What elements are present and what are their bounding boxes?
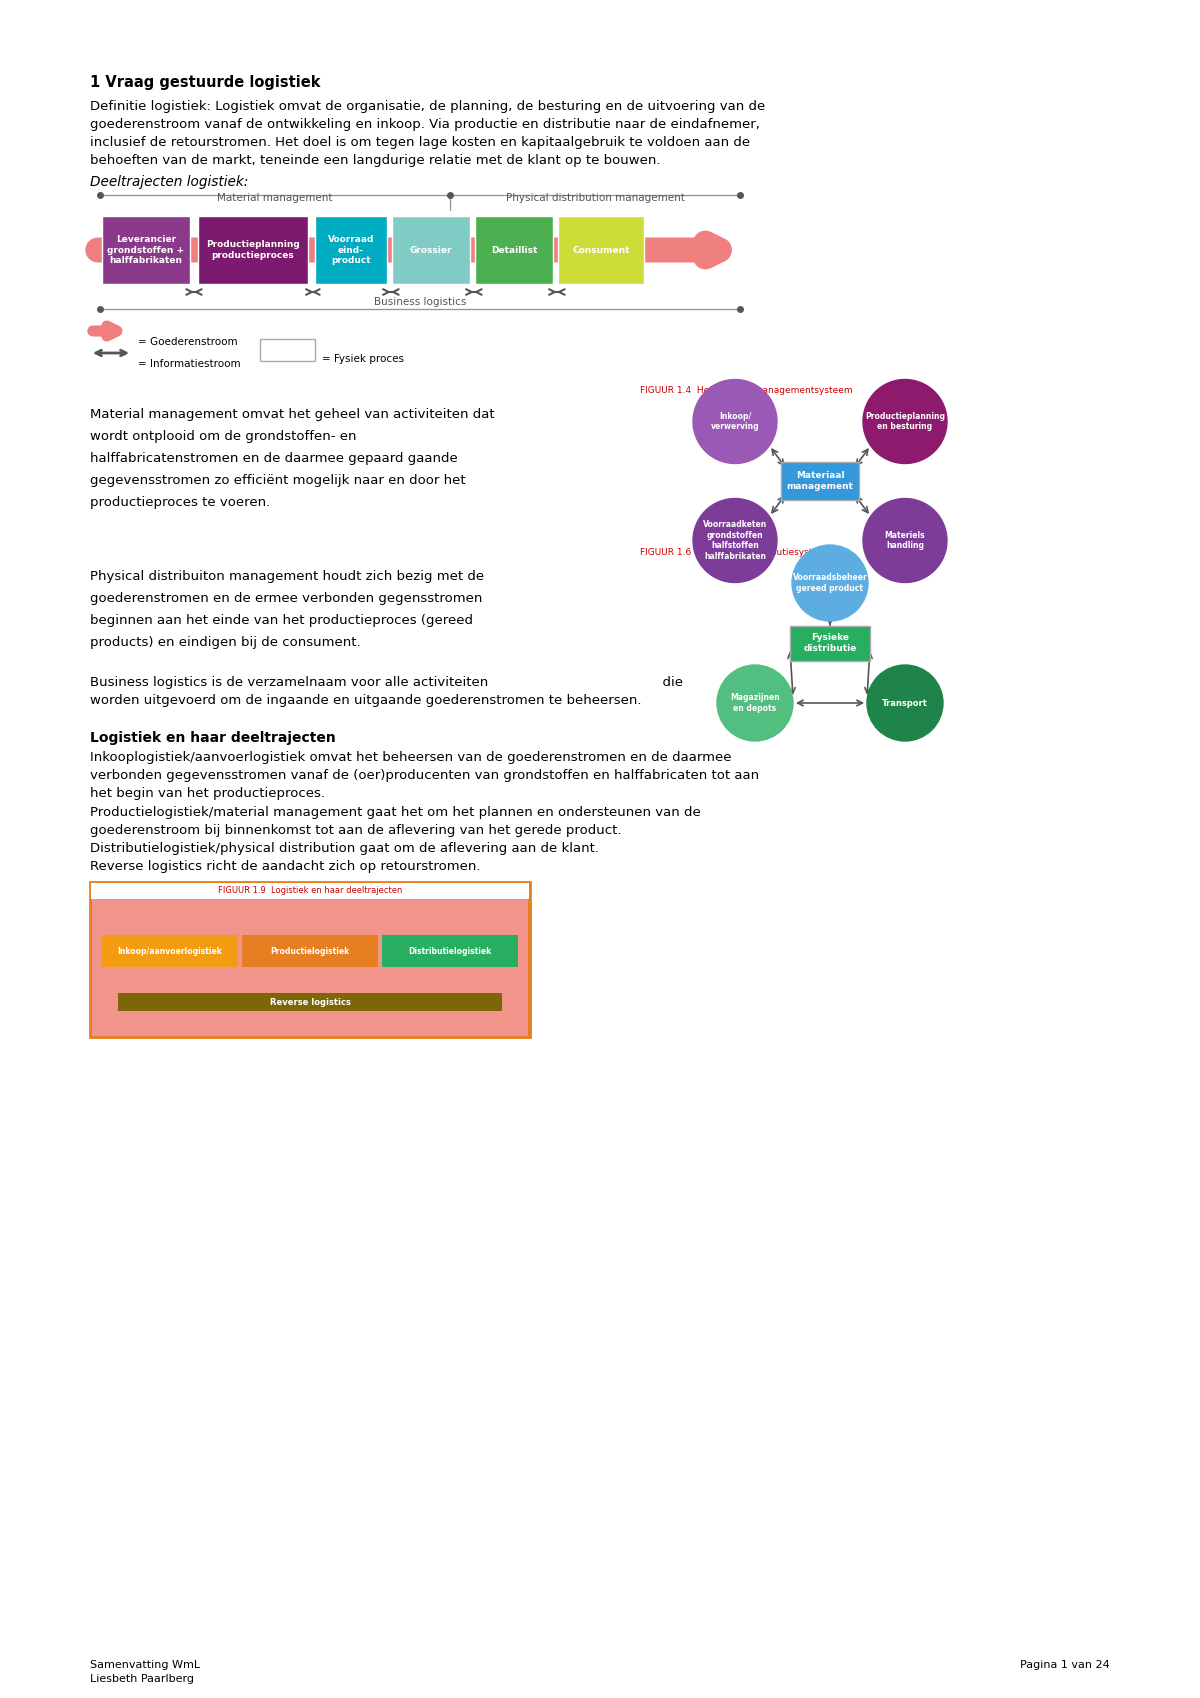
Text: FIGUUR 1.6  Het fysiekedistributiesysteem: FIGUUR 1.6 Het fysiekedistributiesysteem [640,548,833,557]
Text: Consument: Consument [572,246,630,255]
FancyBboxPatch shape [790,625,870,661]
Text: Integrale goederenstroombesturing: Integrale goederenstroombesturing [229,924,391,932]
Text: Materiels
handling: Materiels handling [884,531,925,550]
FancyBboxPatch shape [314,216,386,284]
FancyBboxPatch shape [260,340,314,362]
Text: products) en eindigen bij de consument.: products) en eindigen bij de consument. [90,637,361,649]
FancyBboxPatch shape [92,898,528,1036]
Text: goederenstroom vanaf de ontwikkeling en inkoop. Via productie en distributie naa: goederenstroom vanaf de ontwikkeling en … [90,117,760,131]
Circle shape [694,499,778,582]
Text: Fysieke
distributie: Fysieke distributie [803,633,857,652]
Text: goederenstromen en de ermee verbonden gegensstromen: goederenstromen en de ermee verbonden ge… [90,593,482,604]
Text: Logistiek en haar deeltrajecten: Logistiek en haar deeltrajecten [90,732,336,745]
Text: Voorraad
eind-
product: Voorraad eind- product [328,234,374,265]
Text: Materiaal
management: Materiaal management [786,472,853,491]
FancyBboxPatch shape [102,216,190,284]
FancyBboxPatch shape [382,936,518,966]
Text: Definitie logistiek: Logistiek omvat de organisatie, de planning, de besturing e: Definitie logistiek: Logistiek omvat de … [90,100,766,114]
Text: Samenvatting WmL: Samenvatting WmL [90,1661,200,1671]
Circle shape [866,666,943,740]
Text: FIGUUR 1.9  Logistiek en haar deeltrajecten: FIGUUR 1.9 Logistiek en haar deeltraject… [218,885,402,895]
Text: = Goederenstroom: = Goederenstroom [138,336,238,346]
Text: verbonden gegevensstromen vanaf de (oer)producenten van grondstoffen en halffabr: verbonden gegevensstromen vanaf de (oer)… [90,769,760,783]
Text: Voorraadketen
grondstoffen
halfstoffen
halffabrikaten: Voorraadketen grondstoffen halfstoffen h… [703,520,767,560]
FancyBboxPatch shape [392,216,470,284]
Text: Physical distribution: Physical distribution [410,981,490,990]
Text: Leverancier
grondstoffen +
halffabrikaten: Leverancier grondstoffen + halffabrikate… [108,234,185,265]
Text: worden uitgevoerd om de ingaande en uitgaande goederenstromen te beheersen.: worden uitgevoerd om de ingaande en uitg… [90,694,642,706]
Text: Grossier: Grossier [409,246,452,255]
Text: Material management omvat het geheel van activiteiten dat: Material management omvat het geheel van… [90,408,494,421]
FancyBboxPatch shape [781,462,859,499]
Text: = Informatiestroom: = Informatiestroom [138,358,241,368]
Text: Material management: Material management [217,194,332,204]
Text: het begin van het productieproces.: het begin van het productieproces. [90,786,325,800]
Circle shape [718,666,793,740]
Text: Material management: Material management [268,981,353,990]
Text: Transport: Transport [882,698,928,708]
Text: Productieplanning
productieproces: Productieplanning productieproces [206,241,300,260]
Text: Detaillist: Detaillist [491,246,538,255]
Text: productieproces te voeren.: productieproces te voeren. [90,496,270,509]
Text: Inkoop/
verwerving: Inkoop/ verwerving [710,413,760,431]
Text: gegevensstromen zo efficiënt mogelijk naar en door het: gegevensstromen zo efficiënt mogelijk na… [90,474,466,487]
Text: halffabricatenstromen en de daarmee gepaard gaande: halffabricatenstromen en de daarmee gepa… [90,452,457,465]
Text: Reverse logistics: Reverse logistics [270,997,350,1007]
Text: Liesbeth Paarlberg: Liesbeth Paarlberg [90,1674,194,1684]
Text: beginnen aan het einde van het productieproces (gereed: beginnen aan het einde van het productie… [90,615,473,627]
FancyBboxPatch shape [102,936,238,966]
Text: Voorraadsbeheer
gereed product: Voorraadsbeheer gereed product [793,574,868,593]
Text: Logistiek management: Logistiek management [254,912,366,920]
FancyBboxPatch shape [475,216,553,284]
FancyBboxPatch shape [242,936,378,966]
Text: Distributielogistiek/physical distribution gaat om de aflevering aan de klant.: Distributielogistiek/physical distributi… [90,842,599,856]
FancyBboxPatch shape [91,883,529,898]
Text: Business logistics: Business logistics [374,297,466,307]
FancyBboxPatch shape [118,993,502,1010]
Text: wordt ontplooid om de grondstoffen- en: wordt ontplooid om de grondstoffen- en [90,430,356,443]
Text: Distributielogistiek: Distributielogistiek [408,946,492,956]
Circle shape [792,545,868,621]
Text: Magazijnen
en depots: Magazijnen en depots [730,693,780,713]
Text: behoeften van de markt, teneinde een langdurige relatie met de klant op te bouwe: behoeften van de markt, teneinde een lan… [90,155,660,166]
Text: Deeltrajecten logistiek:: Deeltrajecten logistiek: [90,175,248,188]
Circle shape [863,499,947,582]
Text: Business logistics is de verzamelnaam voor alle activiteiten                    : Business logistics is de verzamelnaam vo… [90,676,683,689]
Text: Physical supply: Physical supply [140,981,199,990]
Text: Inkooplogistiek/aanvoerlogistiek omvat het beheersen van de goederenstromen en d: Inkooplogistiek/aanvoerlogistiek omvat h… [90,751,732,764]
Text: Productielogistiek: Productielogistiek [270,946,349,956]
Text: Physical distribution management: Physical distribution management [505,194,684,204]
FancyBboxPatch shape [198,216,308,284]
Text: goederenstroom bij binnenkomst tot aan de aflevering van het gerede product.: goederenstroom bij binnenkomst tot aan d… [90,824,622,837]
Text: Inkoop/aanvoerlogistiek: Inkoop/aanvoerlogistiek [118,946,222,956]
Text: Productielogistiek/material management gaat het om het plannen en ondersteunen v: Productielogistiek/material management g… [90,807,701,818]
Circle shape [863,379,947,464]
Text: Productieplanning
en besturing: Productieplanning en besturing [865,413,946,431]
Text: Pagina 1 van 24: Pagina 1 van 24 [1020,1661,1110,1671]
FancyBboxPatch shape [90,881,530,1037]
Circle shape [694,379,778,464]
Text: = Fysiek proces: = Fysiek proces [322,353,404,363]
Text: Reverse logistics richt de aandacht zich op retourstromen.: Reverse logistics richt de aandacht zich… [90,859,480,873]
Text: inclusief de retourstromen. Het doel is om tegen lage kosten en kapitaalgebruik : inclusief de retourstromen. Het doel is … [90,136,750,149]
Text: FIGUUR 1.4  Het materialmanagementsysteem: FIGUUR 1.4 Het materialmanagementsysteem [640,385,853,396]
Text: 1 Vraag gestuurde logistiek: 1 Vraag gestuurde logistiek [90,75,320,90]
Text: Physical distribuiton management houdt zich bezig met de: Physical distribuiton management houdt z… [90,571,484,582]
FancyBboxPatch shape [558,216,644,284]
